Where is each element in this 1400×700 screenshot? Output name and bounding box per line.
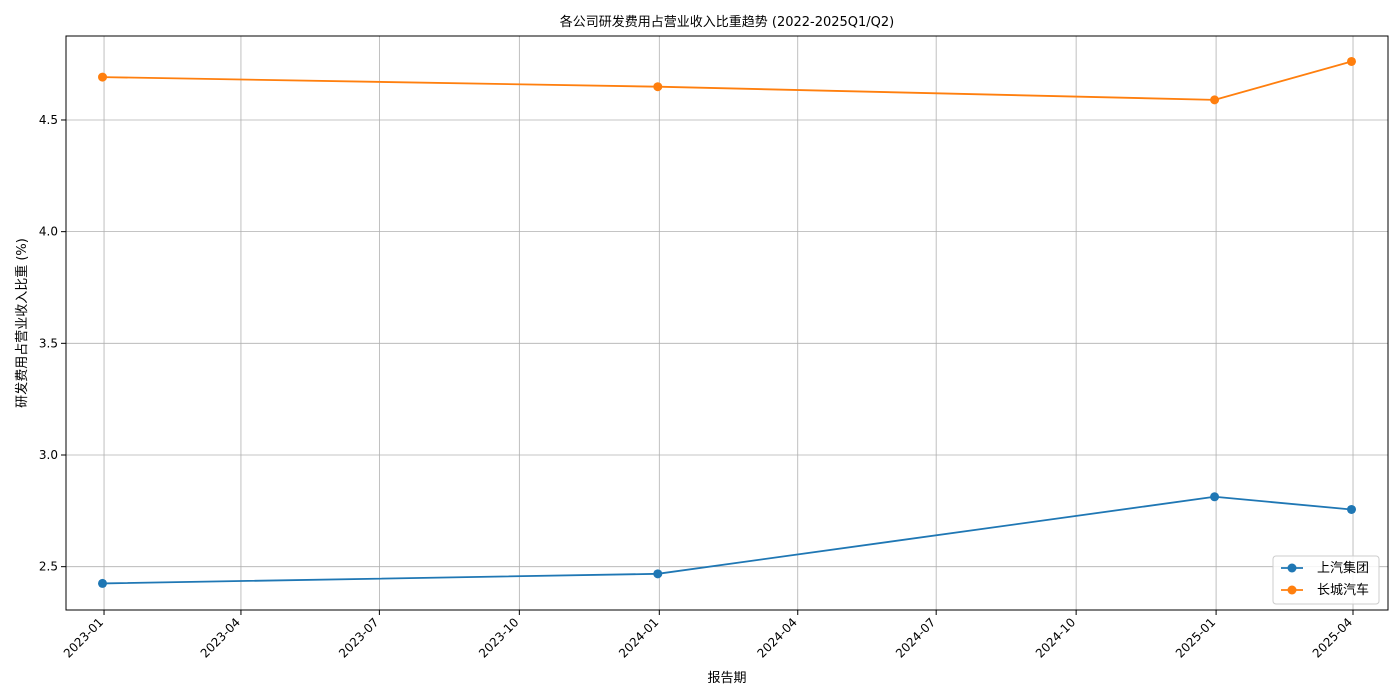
x-tick-label: 2023-04 xyxy=(198,615,243,660)
axis-ticks: 2023-01 2023-04 2023-07 2023-10 2024-01 2024-… xyxy=(39,113,1355,661)
x-tick-label: 2025-04 xyxy=(1310,615,1355,660)
data-point xyxy=(98,578,108,588)
x-tick-label: 2023-01 xyxy=(61,615,106,660)
y-tick-label: 3.5 xyxy=(39,336,58,350)
x-tick-label: 2023-07 xyxy=(336,615,381,660)
data-point xyxy=(653,569,663,579)
series-layer xyxy=(98,56,1356,588)
y-tick-label: 4.5 xyxy=(39,113,58,127)
legend-marker-great-wall xyxy=(1287,585,1297,595)
x-tick-label: 2024-07 xyxy=(893,615,938,660)
legend-marker-saic xyxy=(1287,563,1297,573)
data-point xyxy=(1346,56,1356,66)
data-point xyxy=(1346,504,1356,514)
x-tick-label: 2024-01 xyxy=(616,615,661,660)
x-tick-label: 2024-04 xyxy=(755,615,800,660)
y-tick-label: 2.5 xyxy=(39,560,58,574)
x-tick-label: 2024-10 xyxy=(1033,615,1078,660)
data-point xyxy=(1210,492,1220,502)
data-point xyxy=(98,72,108,82)
data-point xyxy=(1210,95,1220,105)
chart-title: 各公司研发费用占营业收入比重趋势 (2022-2025Q1/Q2) xyxy=(560,14,895,30)
x-axis-label: 报告期 xyxy=(707,671,746,686)
grid xyxy=(66,36,1388,610)
series-line-1 xyxy=(102,60,1352,101)
x-tick-label: 2025-01 xyxy=(1173,615,1218,660)
legend-label-great-wall: 长城汽车 xyxy=(1317,582,1369,598)
y-tick-label: 4.0 xyxy=(39,225,58,239)
y-tick-label: 3.0 xyxy=(39,448,58,462)
plot-area-frame xyxy=(65,35,1389,611)
legend: 上汽集团 长城汽车 xyxy=(1272,555,1380,605)
series-line-0 xyxy=(102,495,1352,585)
legend-label-saic: 上汽集团 xyxy=(1317,560,1369,576)
data-point xyxy=(653,82,663,92)
x-tick-label: 2023-10 xyxy=(476,615,521,660)
y-axis-label: 研发费用占营业收入比重 (%) xyxy=(14,238,30,408)
